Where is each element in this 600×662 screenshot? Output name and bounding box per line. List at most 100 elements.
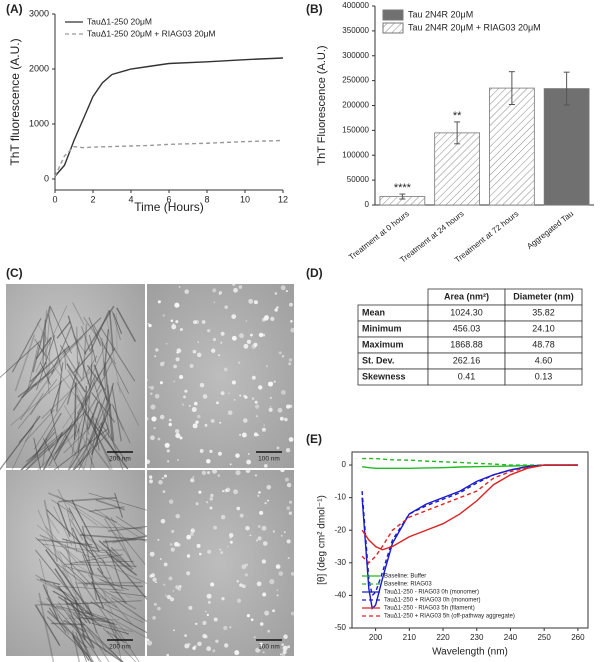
fibril bbox=[98, 540, 134, 570]
fibril bbox=[37, 509, 69, 578]
fibril bbox=[71, 633, 94, 662]
x-tick-label: 12 bbox=[278, 194, 288, 204]
fibril bbox=[115, 516, 149, 538]
particle bbox=[150, 435, 155, 441]
particle bbox=[239, 583, 243, 587]
particle bbox=[213, 617, 218, 622]
particle bbox=[219, 421, 222, 424]
particle bbox=[268, 407, 273, 412]
particle bbox=[163, 562, 168, 567]
particle bbox=[287, 557, 290, 560]
fibril bbox=[85, 364, 93, 444]
particle bbox=[286, 404, 291, 409]
particle bbox=[184, 389, 188, 393]
particle bbox=[178, 285, 181, 288]
particle bbox=[193, 401, 198, 406]
fibril bbox=[0, 340, 41, 379]
particle bbox=[212, 337, 217, 342]
particle bbox=[188, 404, 191, 407]
particle bbox=[263, 315, 269, 321]
particle bbox=[236, 506, 241, 511]
x-tick-label: 240 bbox=[504, 633, 518, 642]
particle bbox=[177, 587, 182, 591]
particle bbox=[272, 530, 275, 533]
fibril bbox=[71, 527, 94, 575]
particle bbox=[269, 579, 275, 585]
particle bbox=[290, 327, 296, 333]
particle bbox=[178, 374, 184, 380]
particle bbox=[237, 361, 241, 364]
particle bbox=[270, 316, 275, 322]
fibril bbox=[111, 621, 140, 662]
table-value: 48.78 bbox=[532, 339, 555, 349]
fibril bbox=[102, 539, 137, 543]
table-value: 262.16 bbox=[453, 355, 481, 365]
x-axis-label: Wavelength (nm) bbox=[432, 647, 508, 658]
fibril bbox=[44, 319, 47, 343]
fibril bbox=[39, 578, 61, 586]
particle bbox=[265, 365, 269, 368]
table-row-label: St. Dev. bbox=[362, 355, 394, 365]
particle bbox=[170, 319, 174, 323]
particle bbox=[220, 331, 225, 336]
x-tick-label: 4 bbox=[128, 194, 133, 204]
data-line bbox=[361, 464, 578, 597]
data-line bbox=[362, 464, 578, 469]
fibril bbox=[57, 596, 103, 627]
fibril bbox=[57, 489, 75, 521]
fibril bbox=[68, 614, 124, 662]
particle bbox=[285, 290, 288, 293]
data-line bbox=[361, 464, 578, 610]
particle bbox=[236, 580, 239, 583]
fibril bbox=[98, 425, 119, 460]
particle bbox=[222, 490, 225, 493]
particle bbox=[172, 589, 175, 592]
particle bbox=[152, 577, 157, 582]
fibril bbox=[42, 438, 48, 466]
fibril bbox=[57, 550, 78, 596]
fibril bbox=[30, 392, 44, 416]
table-header: Diameter (nm) bbox=[513, 291, 574, 301]
particle bbox=[160, 518, 166, 524]
fibril bbox=[51, 622, 85, 626]
particle bbox=[198, 552, 202, 556]
fibril bbox=[51, 326, 72, 375]
particle bbox=[145, 459, 151, 464]
y-tick-label: 0 bbox=[365, 200, 370, 209]
fibril bbox=[42, 543, 106, 554]
fibril bbox=[93, 382, 110, 433]
y-tick-label: 400000 bbox=[342, 1, 369, 10]
particle bbox=[241, 432, 247, 438]
particle bbox=[279, 653, 282, 656]
legend-label: Baseline: RIAG03 bbox=[384, 582, 432, 588]
y-tick-label: 1000 bbox=[29, 118, 49, 128]
fibril bbox=[79, 602, 112, 605]
particle bbox=[245, 320, 248, 322]
fibril bbox=[80, 374, 96, 406]
particle bbox=[249, 333, 253, 337]
x-tick-label: Aggregated Tau bbox=[525, 209, 575, 251]
particle bbox=[195, 622, 198, 625]
particle bbox=[263, 424, 266, 427]
fibril bbox=[50, 408, 59, 443]
particle bbox=[255, 404, 260, 409]
fibril bbox=[35, 604, 61, 647]
x-tick-label: 0 bbox=[52, 194, 57, 204]
particle bbox=[247, 453, 250, 455]
fibril bbox=[64, 317, 102, 354]
particle bbox=[192, 349, 197, 354]
y-tick-label: -20 bbox=[334, 525, 346, 534]
particle bbox=[182, 403, 185, 406]
legend-label: TauΔ1-250 + RIAG03 0h (monomer) bbox=[384, 598, 481, 604]
particle bbox=[171, 529, 175, 533]
legend-label: Tau 2N4R 20μM + RIAG03 20μM bbox=[408, 22, 541, 32]
particle bbox=[197, 641, 202, 647]
fibril bbox=[105, 421, 125, 473]
particle bbox=[233, 399, 236, 401]
fibril bbox=[68, 507, 104, 574]
particle bbox=[245, 468, 251, 474]
particle bbox=[264, 610, 270, 616]
particle bbox=[168, 576, 173, 581]
particle bbox=[154, 393, 160, 399]
panel-label: (B) bbox=[306, 2, 323, 16]
